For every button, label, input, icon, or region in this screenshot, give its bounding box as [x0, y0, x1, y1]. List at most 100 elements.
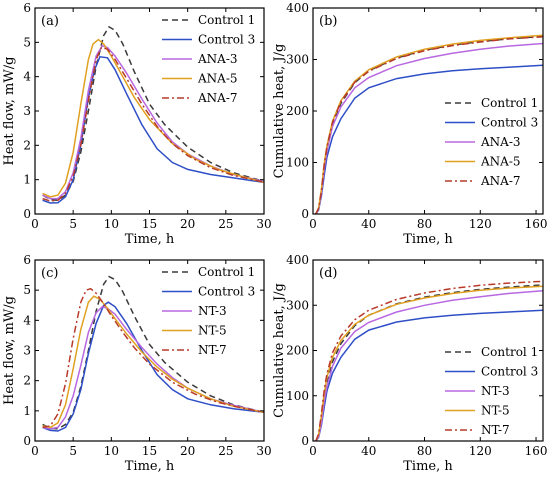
legend-label-5: ANA-7 — [480, 174, 521, 188]
y-tick-label: 0 — [23, 207, 31, 221]
x-tick-label: 80 — [417, 444, 432, 458]
y-tick-label: 200 — [286, 344, 309, 358]
x-tick-label: 5 — [69, 217, 77, 231]
legend-label-2: Control 3 — [481, 365, 538, 379]
x-tick-label: 20 — [180, 444, 195, 458]
x-tick-label: 15 — [142, 217, 157, 231]
x-axis-label: Time, h — [125, 459, 175, 474]
y-tick-label: 3 — [23, 344, 31, 358]
x-tick-label: 30 — [256, 444, 271, 458]
panel-label: (a) — [41, 14, 59, 29]
legend-label-3: ANA-3 — [197, 52, 238, 66]
legend-label-4: NT-5 — [198, 324, 227, 338]
series-line-5 — [315, 280, 543, 441]
y-tick-label: 0 — [301, 207, 309, 221]
y-tick-label: 5 — [23, 283, 31, 297]
y-tick-label: 5 — [23, 35, 31, 49]
panel-label: (d) — [319, 266, 337, 281]
series-line-2 — [42, 301, 264, 432]
y-tick-label: 2 — [23, 374, 31, 388]
legend: Control 1 Control 3 NT-3 NT-5 NT-7 — [162, 265, 255, 357]
legend-label-1: Control 1 — [481, 96, 538, 110]
x-tick-label: 0 — [309, 217, 317, 231]
panel-label: (c) — [41, 266, 58, 281]
series-line-1 — [42, 275, 264, 430]
y-tick-label: 100 — [286, 156, 309, 170]
x-tick-label: 10 — [104, 217, 119, 231]
x-tick-label: 5 — [69, 444, 77, 458]
legend-label-5: NT-7 — [198, 343, 227, 357]
panel-label: (b) — [319, 14, 337, 29]
series-group — [42, 25, 264, 204]
series-line-3 — [42, 44, 264, 200]
series-line-2 — [42, 55, 264, 204]
legend-label-5: NT-7 — [481, 423, 510, 437]
y-tick-label: 300 — [286, 53, 309, 67]
x-tick-label: 0 — [31, 217, 39, 231]
y-tick-label: 1 — [23, 173, 31, 187]
y-tick-label: 6 — [23, 1, 31, 15]
x-tick-label: 40 — [361, 217, 376, 231]
y-axis-label: Cumulative heat, J/g — [272, 44, 287, 179]
chart-panel-2: 0 40 80 120 160 0 100 200 300 400 Time, h Cumulativ… — [272, 1, 547, 247]
chart-panel-1: 0 5 10 15 20 25 30 0 1 2 3 4 5 6 Time, h Heat flow, mW/… — [2, 1, 272, 247]
y-tick-label: 400 — [286, 253, 309, 267]
chart-panel-4: 0 40 80 120 160 0 100 200 300 400 Time, h Cumulativ… — [272, 253, 547, 474]
y-axis-label: Heat flow, mW/g — [2, 57, 17, 166]
series-line-5 — [315, 36, 543, 214]
legend: Control 1 Control 3 ANA-3 ANA-5 ANA-7 — [162, 13, 255, 105]
y-tick-label: 300 — [286, 298, 309, 312]
series-line-5 — [42, 46, 264, 202]
legend-label-3: NT-3 — [198, 304, 227, 318]
y-tick-label: 4 — [23, 70, 31, 84]
series-line-1 — [315, 284, 543, 441]
x-axis-label: Time, h — [125, 232, 175, 247]
y-tick-label: 4 — [23, 313, 31, 327]
series-line-5 — [42, 287, 264, 429]
y-tick-label: 100 — [286, 389, 309, 403]
legend: Control 1 Control 3 NT-3 NT-5 NT-7 — [445, 345, 538, 437]
y-tick-label: 400 — [286, 1, 309, 15]
x-tick-label: 160 — [525, 217, 548, 231]
x-tick-label: 30 — [256, 217, 271, 231]
legend-label-4: ANA-5 — [480, 155, 521, 169]
x-tick-label: 40 — [361, 444, 376, 458]
x-tick-label: 0 — [309, 444, 317, 458]
y-axis-label: Heat flow, mW/g — [2, 296, 17, 405]
series-group — [315, 34, 543, 214]
x-tick-label: 25 — [218, 444, 233, 458]
y-tick-label: 0 — [23, 434, 31, 448]
legend-label-5: ANA-7 — [197, 91, 238, 105]
legend-label-4: NT-5 — [481, 404, 510, 418]
x-axis-label: Time, h — [403, 232, 453, 247]
legend-label-4: ANA-5 — [197, 72, 238, 86]
y-tick-label: 0 — [301, 434, 309, 448]
legend-label-2: Control 3 — [198, 33, 255, 47]
series-line-3 — [315, 290, 543, 441]
legend-label-2: Control 3 — [481, 116, 538, 130]
legend: Control 1 Control 3 ANA-3 ANA-5 ANA-7 — [445, 96, 538, 188]
legend-label-3: NT-3 — [481, 384, 510, 398]
series-group — [42, 275, 264, 432]
y-axis-label: Cumulative heat, J/g — [272, 283, 287, 418]
x-tick-label: 25 — [218, 217, 233, 231]
series-group — [315, 280, 543, 441]
y-tick-label: 200 — [286, 104, 309, 118]
x-tick-label: 15 — [142, 444, 157, 458]
x-axis-label: Time, h — [403, 459, 453, 474]
y-tick-label: 6 — [23, 253, 31, 267]
y-tick-label: 1 — [23, 404, 31, 418]
legend-label-1: Control 1 — [198, 13, 255, 27]
x-tick-label: 120 — [469, 444, 492, 458]
x-tick-label: 20 — [180, 217, 195, 231]
series-line-4 — [42, 295, 264, 429]
y-tick-label: 2 — [23, 138, 31, 152]
y-tick-label: 3 — [23, 104, 31, 118]
chart-panel-3: 0 5 10 15 20 25 30 0 1 2 3 4 5 6 Time, h Heat flow, mW/… — [2, 253, 272, 474]
x-tick-label: 0 — [31, 444, 39, 458]
x-tick-label: 120 — [469, 217, 492, 231]
legend-label-1: Control 1 — [198, 265, 255, 279]
legend-label-1: Control 1 — [481, 345, 538, 359]
legend-label-3: ANA-3 — [480, 135, 521, 149]
